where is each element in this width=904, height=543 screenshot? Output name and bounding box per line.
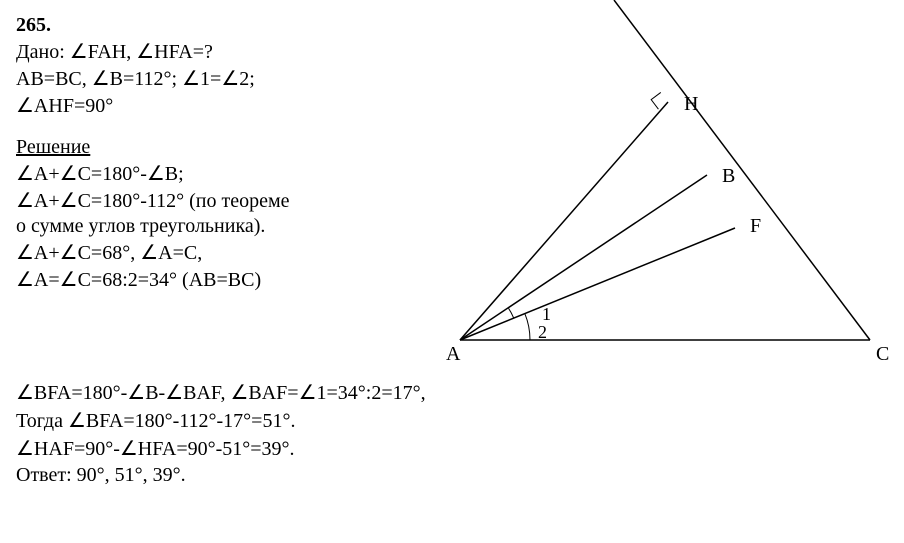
solution-line-5: ∠A=∠C=68:2=34° (AB=BC): [16, 267, 446, 292]
solution-line-4: ∠A+∠C=68°, ∠A=C,: [16, 240, 446, 265]
solution-title: Решение: [16, 136, 446, 159]
svg-text:1: 1: [542, 304, 551, 324]
solution-answer: Ответ: 90°, 51°, 39°.: [16, 464, 186, 487]
svg-text:B: B: [722, 165, 735, 187]
given-line-3: ∠AHF=90°: [16, 93, 446, 118]
solution-line-2: ∠A+∠C=180°-112° (по теореме: [16, 188, 446, 213]
given-line-2: AB=BC, ∠B=112°; ∠1=∠2;: [16, 66, 446, 91]
svg-text:A: A: [446, 343, 461, 365]
svg-text:H: H: [684, 93, 698, 115]
geometry-diagram: A C B H F 12: [420, 0, 900, 370]
problem-number: 265.: [16, 14, 446, 37]
svg-text:C: C: [876, 343, 889, 365]
solution-line-3: о сумме углов треугольника).: [16, 215, 446, 238]
given-line-1: Дано: ∠FAH, ∠HFA=?: [16, 39, 446, 64]
svg-text:F: F: [750, 215, 761, 237]
solution-line-6: ∠BFA=180°-∠B-∠BAF, ∠BAF=∠1=34°:2=17°,: [16, 380, 426, 405]
solution-line-1: ∠A+∠C=180°-∠B;: [16, 161, 446, 186]
solution-line-7: Тогда ∠BFA=180°-112°-17°=51°.: [16, 408, 295, 433]
svg-text:2: 2: [538, 322, 547, 342]
solution-line-8: ∠HAF=90°-∠HFA=90°-51°=39°.: [16, 436, 295, 461]
spacer: [16, 120, 446, 134]
